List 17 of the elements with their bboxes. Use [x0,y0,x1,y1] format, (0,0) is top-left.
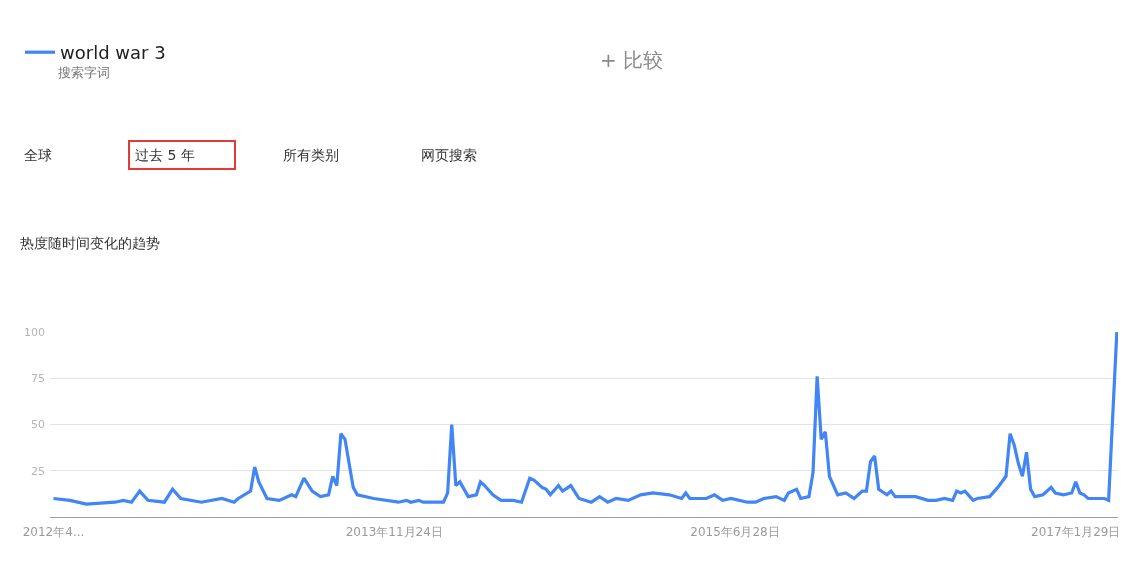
x-tick-label: 2012年4... [22,525,85,540]
text: 过去 5 年 [135,147,195,163]
text: 网页搜索 [421,147,477,163]
text: 搜索字词 [58,65,110,80]
text: + 比较 [600,48,664,72]
chart-title: 热度随时间变化的趋势 [20,234,160,251]
y-tick-label: 100 [24,325,45,339]
y-tick-label: 25 [31,464,45,478]
y-tick-label: 50 [31,418,45,432]
line-series [51,332,1118,506]
y-tick-label: 75 [31,372,45,386]
x-tick-label: 2013年11月24日 [345,525,443,540]
text: 全球 [24,147,52,163]
x-tick-label: 2017年1月29日 [1031,525,1121,540]
legend-label: world war 3 [60,42,166,64]
x-tick-label: 2015年6月28日 [690,525,780,540]
text: 所有类别 [283,147,339,163]
